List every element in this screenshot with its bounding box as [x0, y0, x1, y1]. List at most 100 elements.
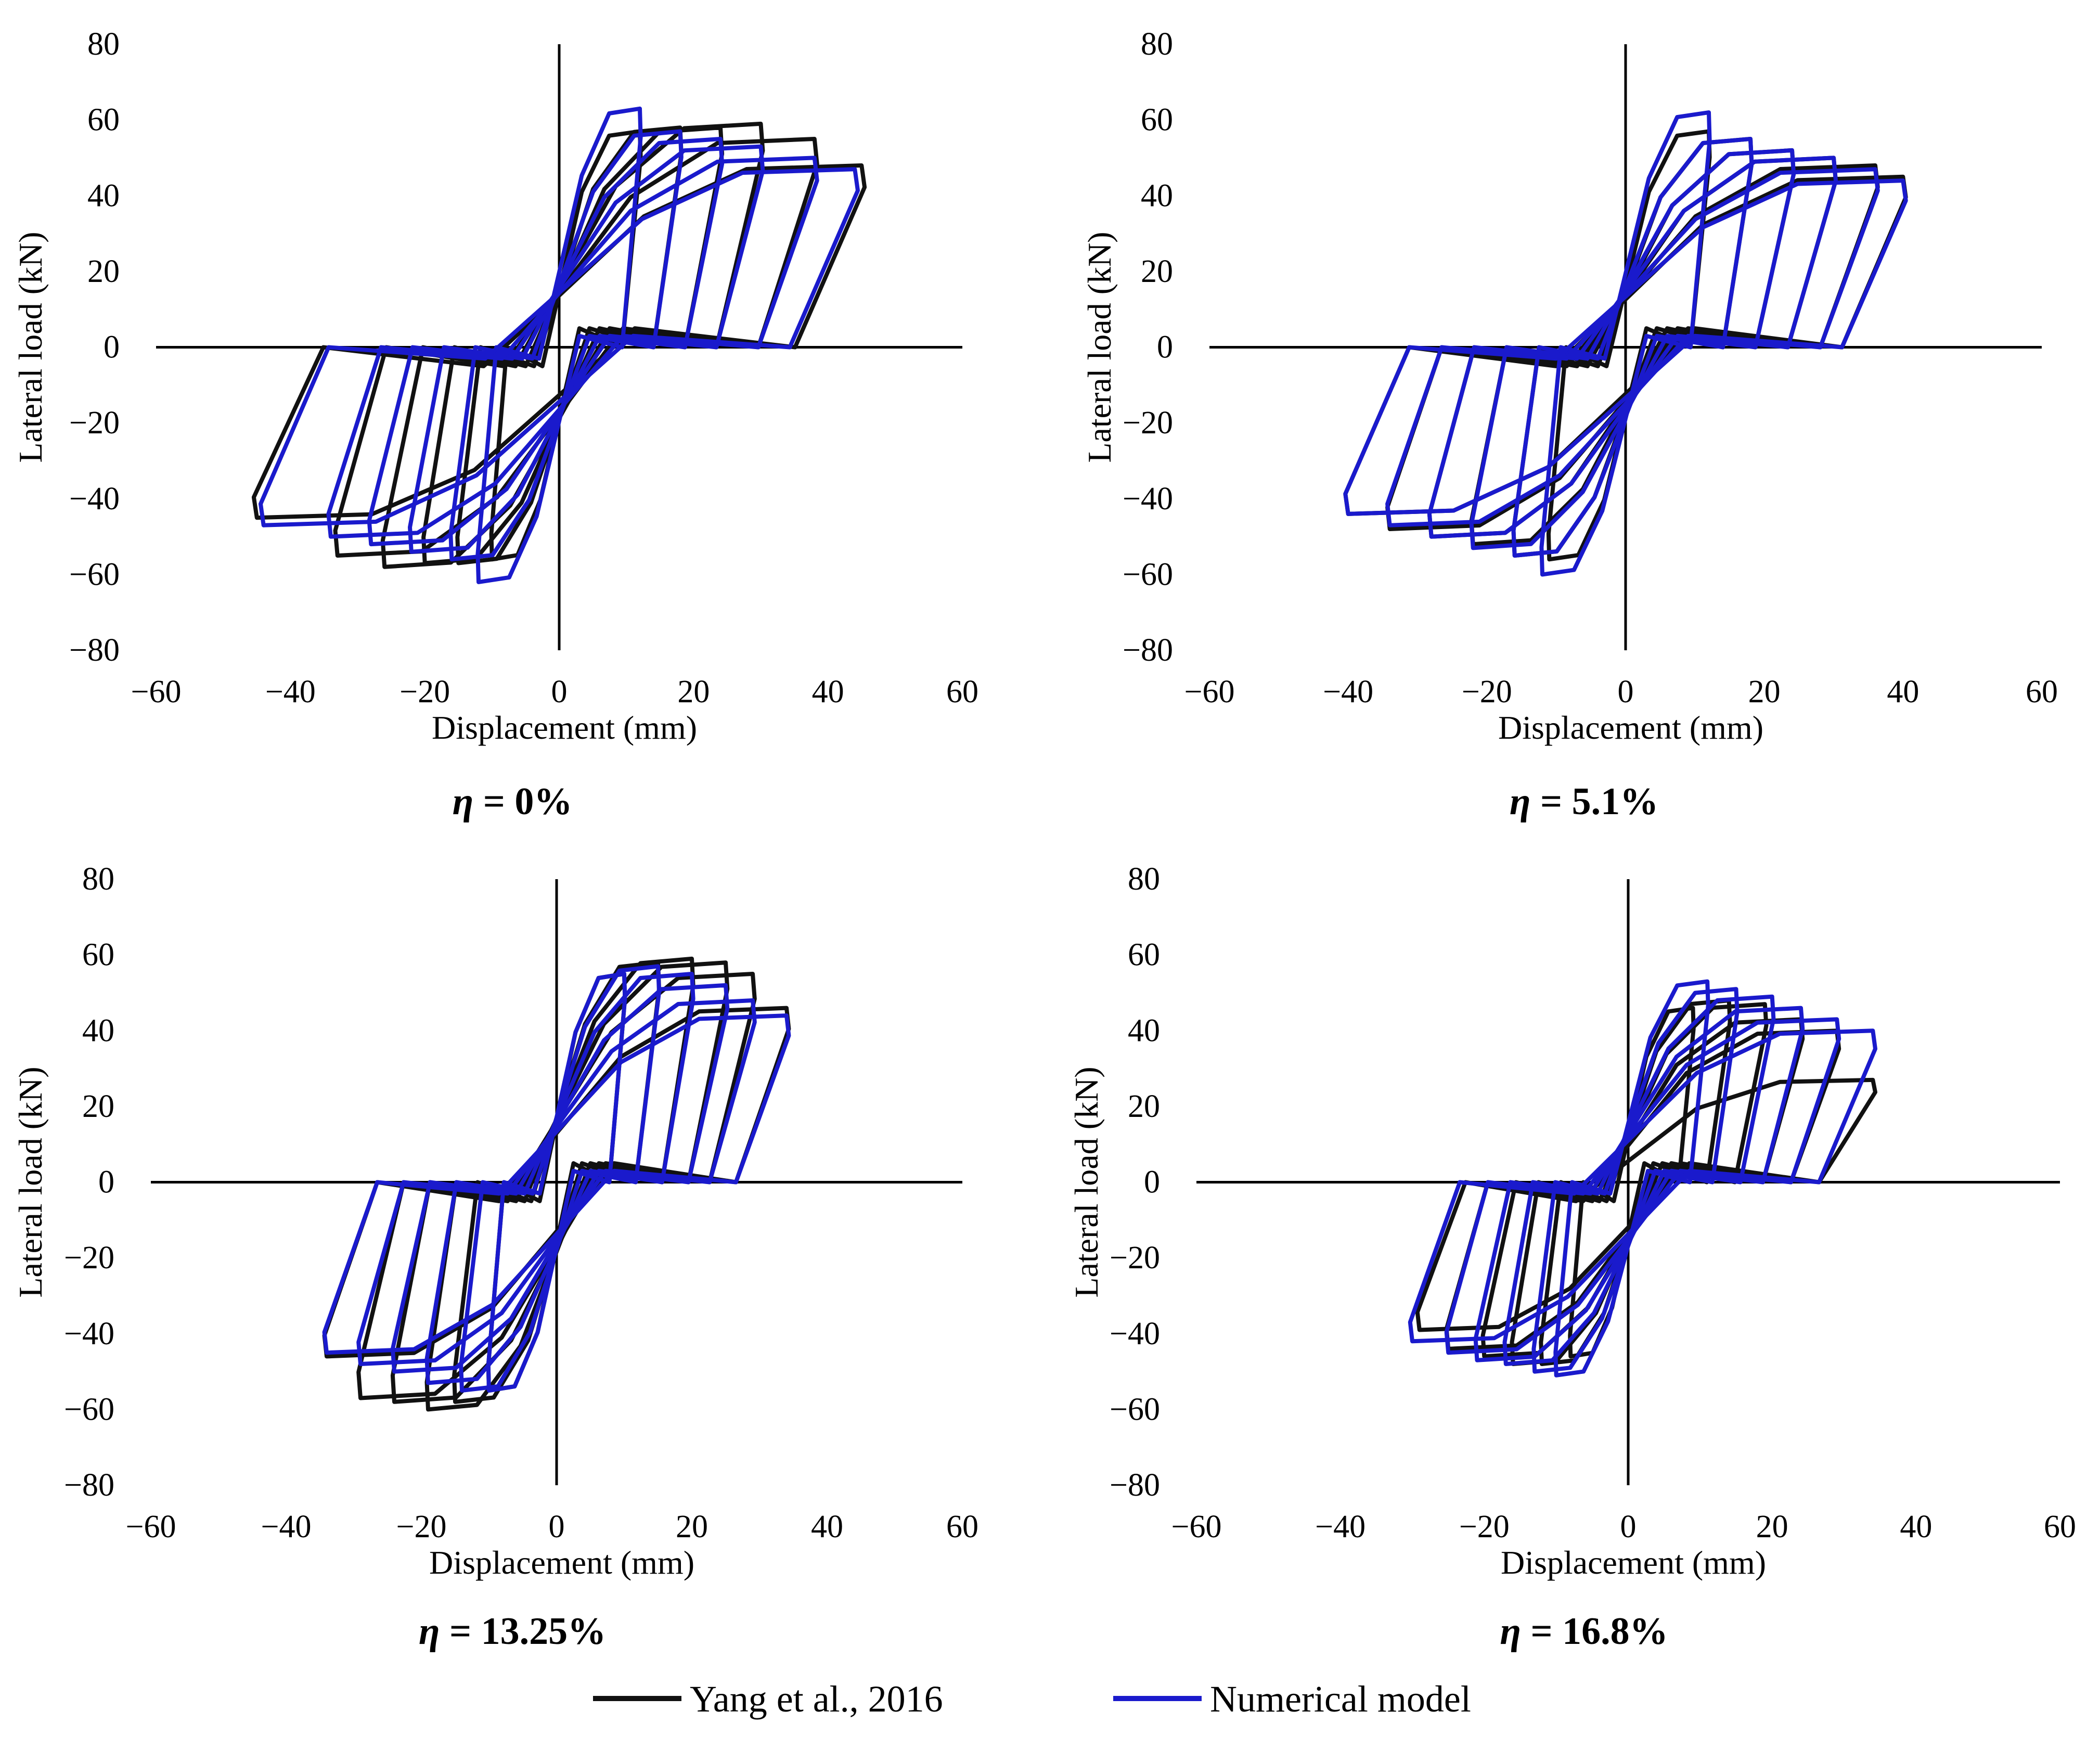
- hysteresis-loop: [356, 998, 757, 1366]
- hysteresis-loop: [1415, 1077, 1877, 1332]
- series-numerical: [1343, 110, 1908, 577]
- series-numerical: [322, 964, 791, 1393]
- hysteresis-loop: [1511, 137, 1754, 558]
- x-tick-label: −40: [261, 1509, 312, 1545]
- x-axis-title: Displacement (mm): [1501, 1544, 1766, 1581]
- x-tick-label: −20: [400, 674, 450, 710]
- y-tick-label: −80: [1110, 1468, 1160, 1503]
- hysteresis-loop: [1385, 167, 1880, 527]
- panel-caption-symbol: η: [1500, 1610, 1521, 1653]
- panel-caption-value: = 13.25%: [440, 1610, 606, 1653]
- y-tick-label: −40: [1110, 1316, 1160, 1352]
- hysteresis-loop: [380, 121, 765, 569]
- y-tick-label: 40: [82, 1013, 114, 1048]
- chart-panels: −60 −40 −20 0 20 40 60 80 60 40 20 0 −20 −40 −60 −80 Dis…: [12, 27, 2076, 1653]
- chart-panel-eta-16-8: −60 −40 −20 0 20 40 60 80 60 40 20 0 −20 −40 −60 −80 Dis…: [1068, 861, 2076, 1653]
- x-tick-label: 60: [2026, 674, 2058, 710]
- panel-caption-value: = 5.1%: [1530, 780, 1658, 823]
- hysteresis-loop: [489, 129, 643, 562]
- y-tick-label: −20: [69, 405, 120, 441]
- hysteresis-loop: [448, 129, 684, 562]
- y-tick-label: 20: [1128, 1089, 1160, 1124]
- y-tick-label: 0: [104, 330, 120, 365]
- hysteresis-loop: [1553, 979, 1710, 1378]
- panel-caption: η = 16.8%: [1500, 1610, 1668, 1653]
- x-tick-label: 60: [2044, 1509, 2076, 1545]
- hysteresis-loop: [251, 163, 867, 520]
- hysteresis-loop: [1539, 998, 1732, 1366]
- y-tick-label: −80: [69, 633, 120, 668]
- hysteresis-loop: [475, 106, 643, 584]
- hysteresis-loop: [1408, 1028, 1877, 1344]
- y-tick-label: −40: [64, 1316, 114, 1352]
- series-numerical: [1408, 979, 1877, 1378]
- hysteresis-loop: [408, 137, 725, 554]
- x-tick-label: 0: [1620, 1509, 1637, 1545]
- x-tick-label: −20: [396, 1509, 447, 1545]
- chart-panel-eta-0: −60 −40 −20 0 20 40 60 80 60 40 20 0 −20 −40 −60 −80 Dis…: [12, 27, 978, 823]
- y-tick-label: 80: [82, 861, 114, 897]
- y-tick-label: 60: [87, 102, 120, 138]
- hysteresis-loop: [322, 1013, 791, 1355]
- x-tick-label: −40: [1315, 1509, 1365, 1545]
- x-tick-label: −60: [131, 674, 182, 710]
- x-axis-title: Displacement (mm): [429, 1544, 694, 1581]
- panel-caption: η = 0%: [453, 780, 573, 823]
- legend-numerical-label: Numerical model: [1210, 1678, 1471, 1720]
- panel-caption-symbol: η: [419, 1610, 440, 1653]
- y-tick-label: 20: [87, 254, 120, 289]
- x-tick-label: 20: [1748, 674, 1781, 710]
- hysteresis-loop: [455, 125, 684, 565]
- series-experimental: [1415, 998, 1877, 1366]
- panel-caption: η = 13.25%: [419, 1610, 606, 1653]
- chart-panel-eta-5-1: −60 −40 −20 0 20 40 60 80 60 40 20 0 −20 −40 −60 −80 Dis…: [1081, 27, 2058, 823]
- x-tick-label: 40: [812, 674, 844, 710]
- y-tick-label: 40: [87, 178, 120, 213]
- y-axis-title: Lateral load (kN): [12, 231, 49, 462]
- hysteresis-loop: [1531, 987, 1740, 1374]
- y-tick-label: 0: [98, 1165, 114, 1200]
- y-tick-label: −60: [69, 557, 120, 592]
- hysteresis-loop: [1510, 1002, 1769, 1366]
- y-axis-title: Lateral load (kN): [12, 1066, 49, 1297]
- hysteresis-loop: [326, 156, 819, 539]
- panel-caption-value: = 16.8%: [1521, 1610, 1668, 1653]
- x-tick-label: −60: [1184, 674, 1235, 710]
- y-tick-label: −60: [1110, 1392, 1160, 1427]
- series-numerical: [259, 106, 860, 584]
- hysteresis-loop: [1568, 1006, 1696, 1359]
- y-tick-label: 20: [1141, 254, 1173, 289]
- x-tick-label: 20: [1756, 1509, 1788, 1545]
- y-tick-label: −80: [64, 1468, 114, 1503]
- hysteresis-loop: [1427, 156, 1838, 539]
- x-tick-label: −60: [1171, 1509, 1222, 1545]
- x-tick-label: 60: [946, 674, 978, 710]
- panel-caption-value: = 0%: [473, 780, 572, 823]
- y-tick-label: 60: [1128, 937, 1160, 973]
- x-tick-label: 0: [551, 674, 568, 710]
- y-tick-label: −80: [1123, 633, 1173, 668]
- hysteresis-loop: [1546, 129, 1712, 562]
- x-tick-label: 20: [676, 1509, 708, 1545]
- x-tick-label: 0: [1618, 674, 1634, 710]
- y-tick-label: 20: [82, 1089, 114, 1124]
- hysteresis-loop: [259, 167, 860, 527]
- y-tick-label: 40: [1128, 1013, 1160, 1048]
- x-tick-label: −40: [265, 674, 316, 710]
- x-tick-label: 0: [549, 1509, 565, 1545]
- x-tick-label: −20: [1459, 1509, 1510, 1545]
- y-tick-label: 80: [1128, 861, 1160, 897]
- hysteresis-loop: [390, 960, 730, 1404]
- y-tick-label: −20: [1123, 405, 1173, 441]
- hysteresis-loop: [1502, 994, 1776, 1366]
- y-tick-label: −20: [64, 1240, 114, 1276]
- y-tick-label: 60: [1141, 102, 1173, 138]
- x-tick-label: 40: [811, 1509, 843, 1545]
- x-tick-label: −60: [126, 1509, 176, 1545]
- x-tick-label: 40: [1900, 1509, 1932, 1545]
- x-axis-title: Displacement (mm): [1498, 709, 1763, 746]
- panel-caption-symbol: η: [1510, 780, 1531, 823]
- y-tick-label: 0: [1144, 1165, 1160, 1200]
- legend: Yang et al., 2016 Numerical model: [593, 1678, 1471, 1720]
